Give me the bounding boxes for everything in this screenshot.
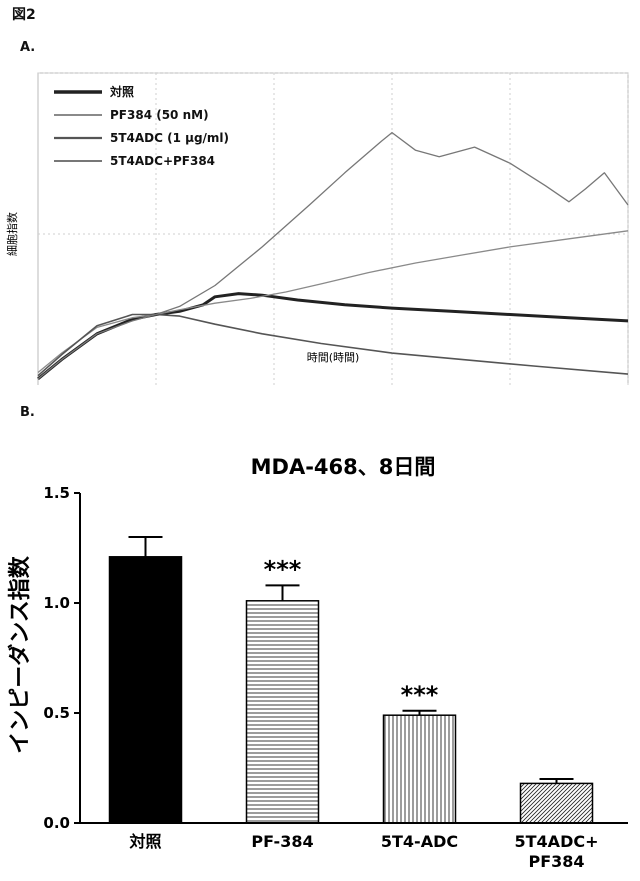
significance-marker: *** (401, 681, 439, 709)
legend-label: 対照 (109, 84, 134, 99)
bar (110, 557, 182, 823)
panel-a-label: A. (20, 40, 35, 55)
bars-group: 対照 *** PF-384 *** 5T4-ADC 5T4ADC+PF384 (110, 537, 599, 871)
line-series-group (38, 133, 628, 379)
bar-chart-y-axis-label: インピーダンス指数 (7, 555, 33, 754)
y-tick-label: 0.5 (43, 704, 70, 722)
x-tick-label: 5T4ADC+PF384 (515, 832, 599, 871)
x-tick-label: PF-384 (251, 832, 313, 851)
figure-title: 図2 (12, 4, 36, 24)
legend-label: 5T4ADC+PF384 (110, 154, 215, 168)
y-axis-label: 細胞指数 (5, 212, 19, 256)
significance-marker: *** (264, 555, 302, 583)
x-tick-label: 対照 (128, 832, 161, 851)
bar (521, 783, 593, 823)
series-line (38, 133, 628, 379)
y-tick-label: 1.5 (43, 484, 70, 502)
legend-label: PF384 (50 nM) (110, 108, 209, 122)
y-tick-label: 1.0 (43, 594, 70, 612)
x-axis-label: 時間(時間) (307, 351, 360, 364)
x-tick-label: 5T4-ADC (381, 832, 458, 851)
bar (247, 601, 319, 823)
bar (384, 715, 456, 823)
bar-chart-title: MDA-468、8日間 (251, 455, 436, 479)
legend: 対照 PF384 (50 nM) 5T4ADC (1 μg/ml) 5T4ADC+PF… (54, 84, 229, 168)
y-tick-label: 0.0 (43, 814, 70, 832)
impedance-bar-chart: MDA-468、8日間 インピーダンス指数 対照 *** PF-384 *** 5T4-… (0, 440, 640, 881)
panel-b-label: B. (20, 405, 35, 420)
legend-label: 5T4ADC (1 μg/ml) (110, 131, 229, 145)
cell-index-line-chart: 対照 PF384 (50 nM) 5T4ADC (1 μg/ml) 5T4ADC+PF… (0, 55, 640, 385)
